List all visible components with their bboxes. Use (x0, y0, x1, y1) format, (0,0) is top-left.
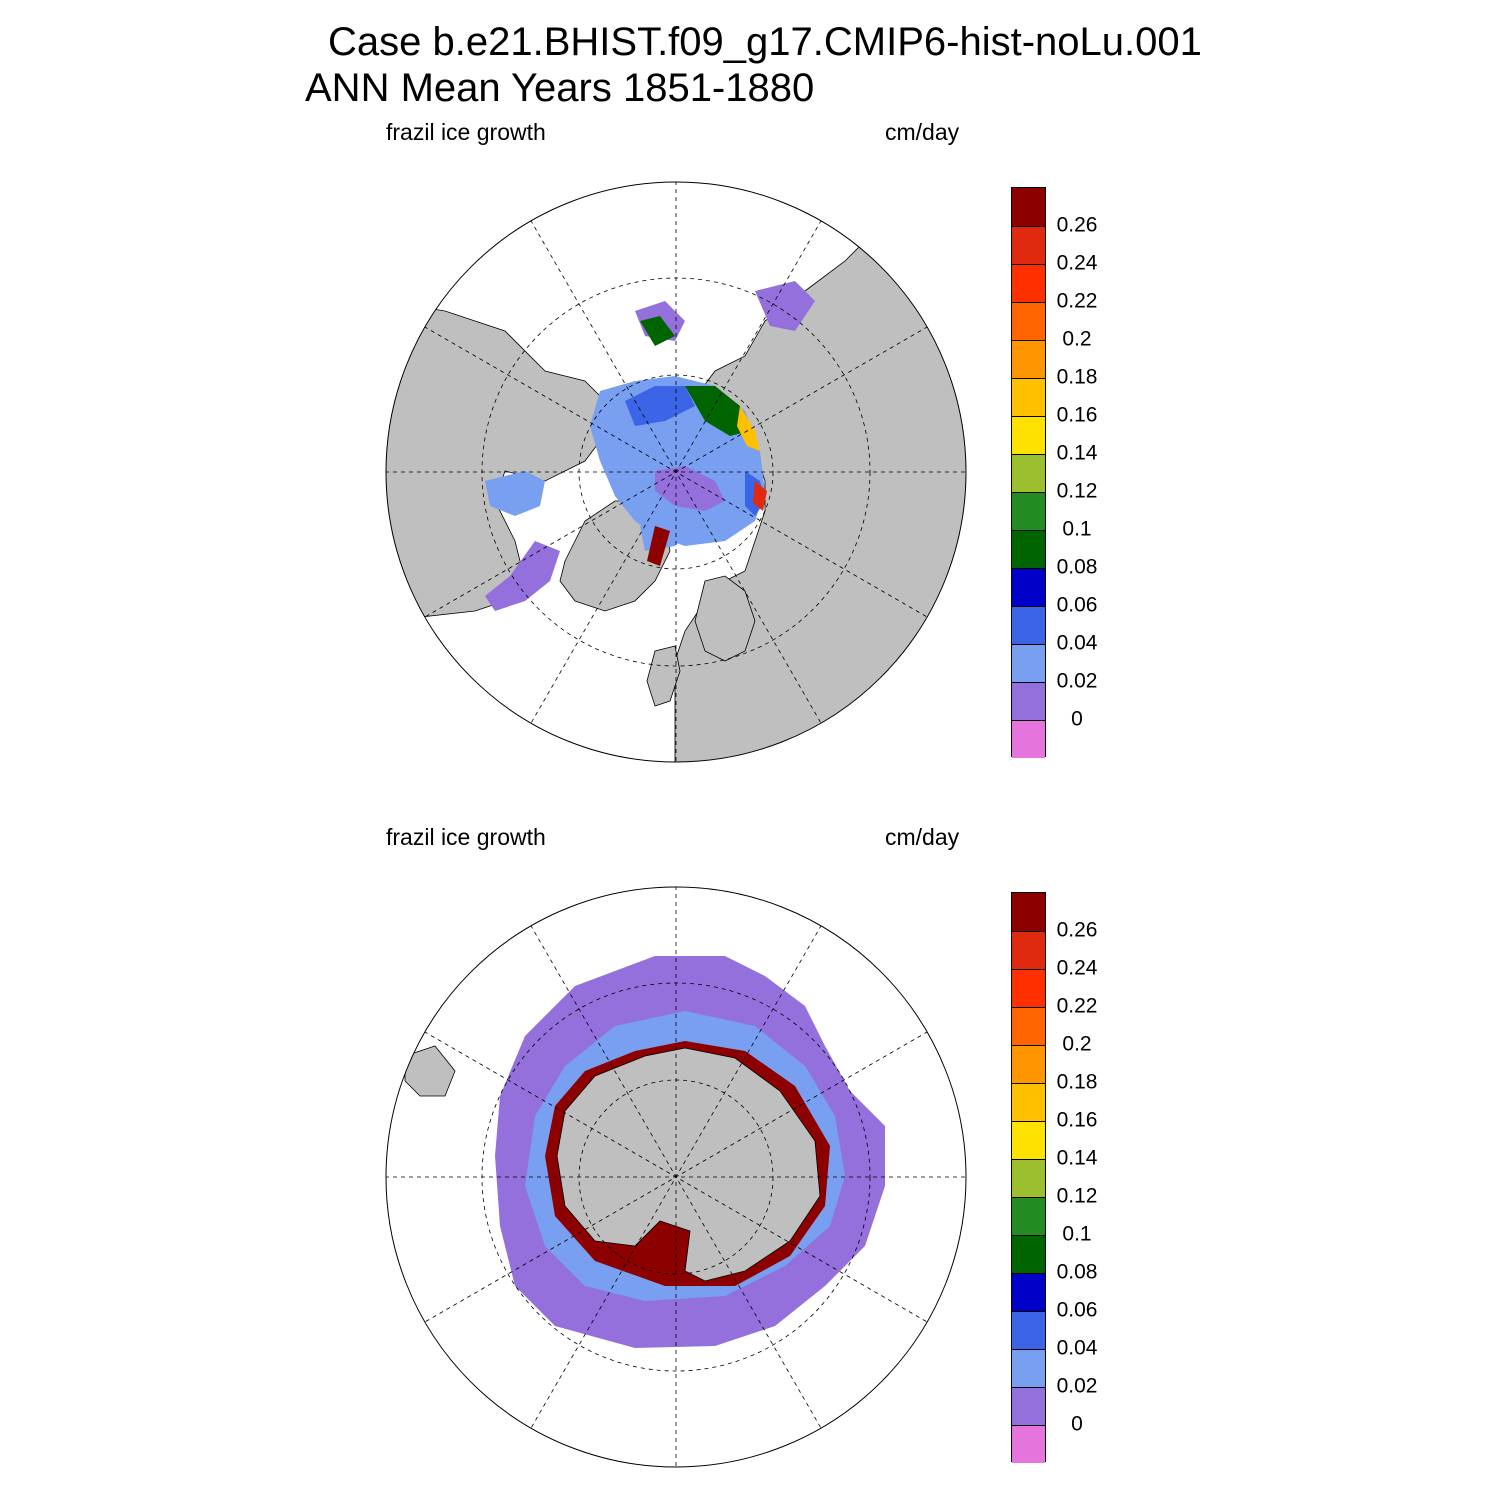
colorbar-tick-label: 0.16 (1056, 403, 1098, 427)
figure-title-period: ANN Mean Years 1851-1880 (305, 66, 815, 110)
map-border (385, 886, 967, 1468)
south-colorbar (1011, 892, 1046, 1463)
colorbar-segment (1012, 302, 1045, 340)
colorbar-tick-label: 0.06 (1056, 1298, 1098, 1322)
colorbar-segment (1012, 454, 1045, 492)
colorbar-tick-label: 0.24 (1056, 251, 1098, 275)
colorbar-segment (1012, 530, 1045, 568)
colorbar-tick-label: 0.2 (1062, 1032, 1092, 1056)
map-border (385, 181, 967, 763)
colorbar-segment (1012, 1387, 1045, 1425)
north-panel-variable-label: frazil ice growth (386, 119, 546, 145)
colorbar-tick-label: 0.02 (1056, 669, 1098, 693)
colorbar-segment (1012, 226, 1045, 264)
colorbar-segment (1012, 720, 1045, 758)
colorbar-segment (1012, 1045, 1045, 1083)
colorbar-segment (1012, 1007, 1045, 1045)
colorbar-tick-label: 0.04 (1056, 631, 1098, 655)
colorbar-tick-label: 0.02 (1056, 1374, 1098, 1398)
colorbar-segment (1012, 492, 1045, 530)
colorbar-segment (1012, 1349, 1045, 1387)
colorbar-segment (1012, 568, 1045, 606)
colorbar-segment (1012, 1425, 1045, 1463)
colorbar-tick-label: 0.04 (1056, 1336, 1098, 1360)
colorbar-tick-label: 0.08 (1056, 1260, 1098, 1284)
graticule (386, 887, 966, 1467)
antarctica-land (556, 1047, 821, 1282)
frazil-ice-field-north (485, 281, 815, 611)
colorbar-segment (1012, 1311, 1045, 1349)
north-colorbar (1011, 187, 1046, 758)
colorbar-tick-label: 0.14 (1056, 441, 1098, 465)
colorbar-tick-label: 0.12 (1056, 1184, 1098, 1208)
figure-title-case: Case b.e21.BHIST.f09_g17.CMIP6-hist-noLu… (328, 20, 1202, 64)
colorbar-segment (1012, 188, 1045, 226)
colorbar-segment (1012, 340, 1045, 378)
colorbar-segment (1012, 1235, 1045, 1273)
colorbar-tick-label: 0.22 (1056, 289, 1098, 313)
colorbar-tick-label: 0.08 (1056, 555, 1098, 579)
colorbar-tick-label: 0.26 (1056, 918, 1098, 942)
colorbar-segment (1012, 378, 1045, 416)
colorbar-segment (1012, 1083, 1045, 1121)
colorbar-tick-label: 0 (1071, 707, 1083, 731)
south-america-land (404, 1045, 456, 1097)
colorbar-tick-label: 0.12 (1056, 479, 1098, 503)
colorbar-tick-label: 0.1 (1062, 1222, 1092, 1246)
colorbar-tick-label: 0.06 (1056, 593, 1098, 617)
south-polar-map (385, 886, 967, 1468)
graticule (386, 182, 966, 762)
colorbar-tick-label: 0.18 (1056, 365, 1098, 389)
colorbar-segment (1012, 1159, 1045, 1197)
colorbar-tick-label: 0.14 (1056, 1146, 1098, 1170)
colorbar-tick-label: 0 (1071, 1412, 1083, 1436)
colorbar-segment (1012, 1197, 1045, 1235)
colorbar-tick-label: 0.16 (1056, 1108, 1098, 1132)
south-panel-variable-label: frazil ice growth (386, 824, 546, 850)
colorbar-tick-label: 0.22 (1056, 994, 1098, 1018)
colorbar-tick-label: 0.26 (1056, 213, 1098, 237)
north-panel-units-label: cm/day (885, 119, 960, 145)
colorbar-segment (1012, 644, 1045, 682)
north-polar-map (385, 181, 967, 763)
colorbar-segment (1012, 931, 1045, 969)
colorbar-tick-label: 0.24 (1056, 956, 1098, 980)
colorbar-tick-label: 0.2 (1062, 327, 1092, 351)
colorbar-segment (1012, 969, 1045, 1007)
colorbar-segment (1012, 1121, 1045, 1159)
colorbar-tick-label: 0.18 (1056, 1070, 1098, 1094)
colorbar-segment (1012, 682, 1045, 720)
colorbar-segment (1012, 1273, 1045, 1311)
colorbar-tick-label: 0.1 (1062, 517, 1092, 541)
colorbar-segment (1012, 893, 1045, 931)
colorbar-segment (1012, 606, 1045, 644)
colorbar-segment (1012, 416, 1045, 454)
colorbar-segment (1012, 264, 1045, 302)
land-mask (386, 240, 966, 762)
south-panel-units-label: cm/day (885, 824, 960, 850)
